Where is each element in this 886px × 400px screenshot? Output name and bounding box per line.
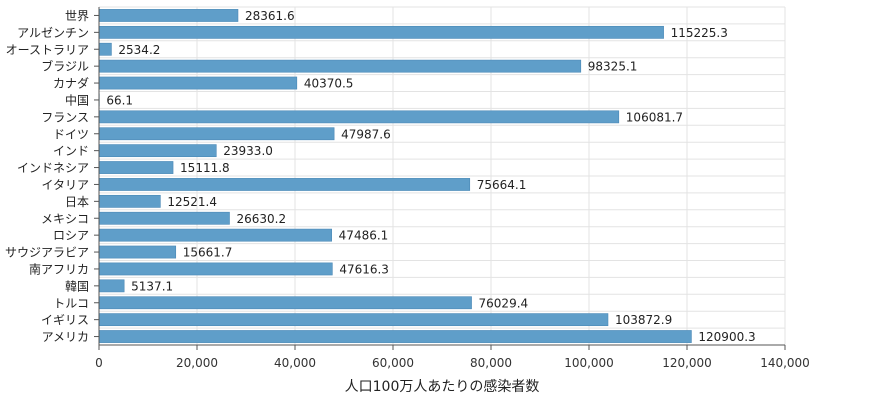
bar [98,211,230,225]
bar [98,9,239,22]
category-label: イギリス [41,313,89,327]
category-label: メキシコ [41,212,89,226]
bar [98,296,472,310]
category-label: オーストラリア [6,43,89,57]
category-label: ブラジル [41,59,89,74]
category-label: カナダ [53,76,89,91]
x-tick-label: 60,000 [372,356,414,370]
value-label: 120900.3 [698,330,755,344]
category-label: トルコ [53,296,89,310]
labels: 0 20,000 40,000 60,000 80,000 100,000 120,000 1… [5,9,810,370]
x-tick-label: 120,000 [662,356,712,370]
bar [98,161,174,174]
value-label: 5137.1 [131,279,173,293]
value-label: 2534.2 [118,43,160,57]
bar [98,42,112,56]
category-label: サウジアラビア [5,246,89,260]
value-label: 106081.7 [626,110,683,124]
category-label: アルゼンチン [17,26,89,40]
category-label: インド [53,144,89,158]
category-label: アメリカ [42,330,89,344]
x-tick-label: 80,000 [470,356,512,370]
bar [98,59,582,73]
category-label: 世界 [65,9,89,23]
value-label: 66.1 [106,93,133,107]
value-label: 15111.8 [180,161,230,175]
value-label: 98325.1 [588,60,638,74]
bar [98,178,471,191]
bar [98,228,332,242]
category-label: 日本 [65,195,89,209]
bar [98,245,177,259]
value-label: 47987.6 [341,127,391,141]
value-label: 47616.3 [339,262,389,276]
x-tick-label: 0 [95,356,103,370]
bar [98,194,161,208]
bar [98,110,620,124]
category-label: フランス [41,110,89,124]
bar [98,144,217,158]
x-tick-label: 140,000 [760,356,810,370]
value-label: 115225.3 [671,26,728,40]
category-label: ロシア [53,229,89,243]
x-tick-label: 100,000 [564,356,614,370]
value-label: 28361.6 [245,9,295,23]
category-label: 南アフリカ [29,261,89,276]
category-label: ドイツ [53,127,89,141]
x-tick-label: 40,000 [274,356,316,370]
value-label: 26630.2 [236,212,286,226]
bar [98,76,298,90]
category-label: インドネシア [17,161,89,175]
value-label: 15661.7 [183,246,233,260]
category-label: イタリア [41,178,89,192]
bar [98,330,692,343]
x-tick-label: 20,000 [176,356,218,370]
value-label: 23933.0 [223,144,273,158]
bar [98,25,664,39]
category-label: 中国 [65,92,89,107]
value-label: 76029.4 [479,296,529,310]
grid [98,6,786,346]
axes [94,7,786,350]
bar [98,262,333,276]
bar [98,127,335,141]
category-label: 韓国 [65,279,89,293]
value-label: 75664.1 [477,178,527,192]
bar [98,313,609,327]
value-label: 103872.9 [615,313,672,327]
x-axis-title: 人口100万人あたりの感染者数 [345,378,540,395]
value-label: 47486.1 [339,229,389,243]
value-label: 12521.4 [167,195,217,209]
bar [98,279,125,293]
value-label: 40370.5 [304,77,354,91]
